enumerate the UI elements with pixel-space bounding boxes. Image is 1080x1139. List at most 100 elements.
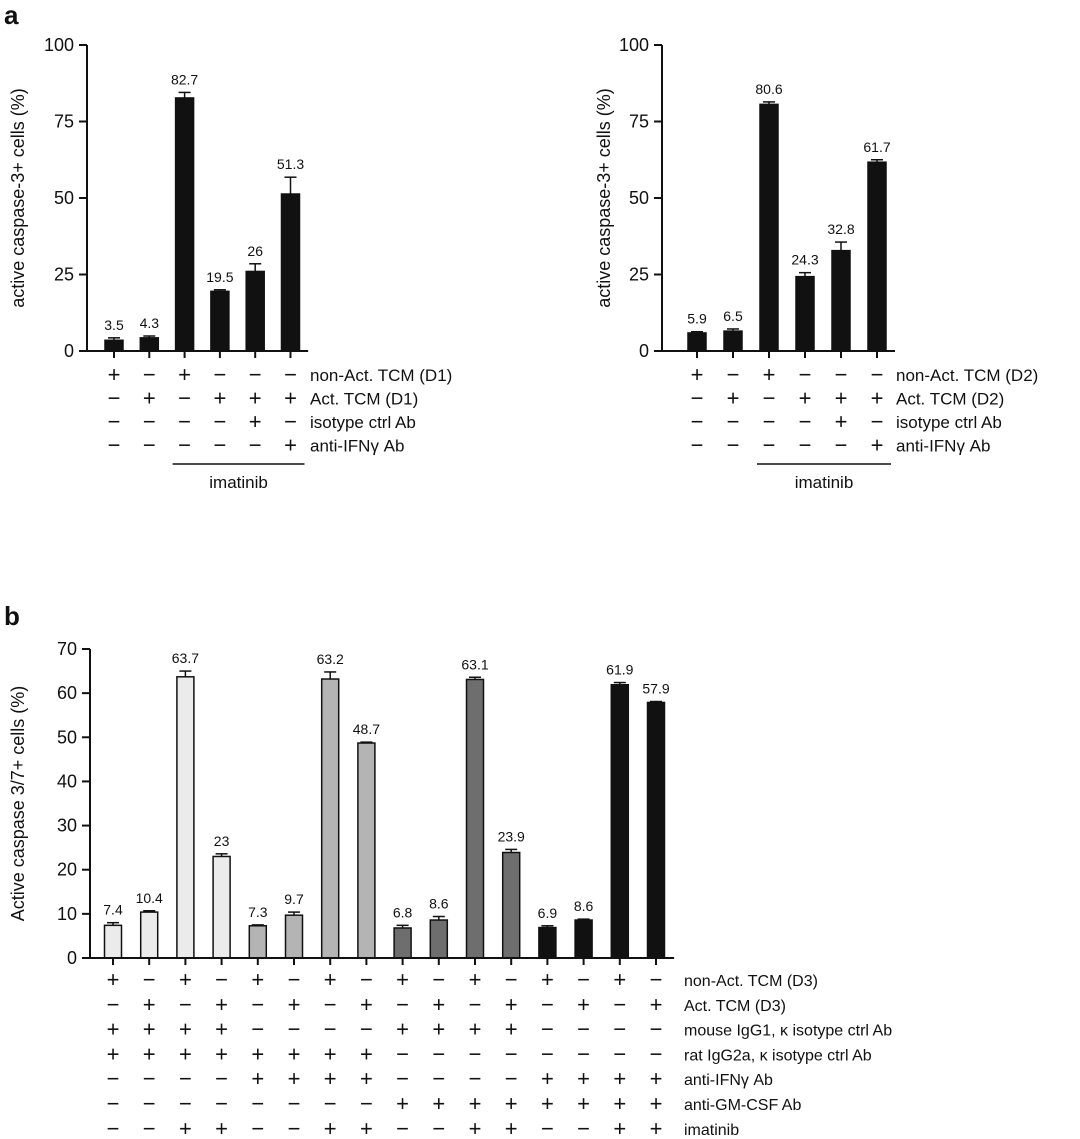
condition-sign: + [613, 967, 626, 992]
condition-sign: − [396, 1066, 409, 1091]
condition-sign: + [577, 1066, 590, 1091]
condition-sign: − [541, 1041, 554, 1066]
condition-sign: − [763, 433, 776, 458]
condition-sign: − [505, 1041, 518, 1066]
bar [723, 330, 743, 352]
y-tick-label: 60 [57, 683, 77, 703]
condition-sign: + [577, 992, 590, 1017]
condition-sign: + [396, 967, 409, 992]
condition-sign: − [727, 362, 740, 387]
bar [104, 339, 124, 352]
condition-sign: + [143, 1017, 156, 1042]
condition-sign: − [577, 1041, 590, 1066]
bar [103, 924, 123, 959]
condition-sign: − [143, 362, 156, 387]
bar-value-label: 3.5 [104, 317, 124, 333]
bar [174, 97, 195, 352]
bar-value-label: 32.8 [827, 221, 854, 237]
chart-panel-0: a 0 25 50 75 100 active caspase-3+ cells (%) 3.… [4, 0, 452, 492]
condition-sign: − [178, 409, 191, 434]
condition-sign: − [650, 967, 663, 992]
y-axis-label: Active caspase 3/7+ cells (%) [8, 686, 28, 922]
condition-sign: − [107, 1091, 120, 1116]
bar-value-label: 23 [214, 833, 230, 849]
condition-label: Act. TCM (D1) [310, 390, 418, 409]
y-tick-label: 75 [629, 112, 649, 132]
condition-label: anti-IFNγ Ab [310, 437, 404, 456]
condition-sign: + [505, 1017, 518, 1042]
y-axis-label: active caspase-3+ cells (%) [8, 88, 28, 308]
bar-value-label: 26 [247, 243, 263, 259]
condition-sign: + [143, 386, 156, 411]
condition-label: anti-GM-CSF Ab [684, 1097, 801, 1114]
condition-sign: − [396, 1116, 409, 1139]
condition-sign: − [613, 992, 626, 1017]
y-tick-label: 30 [57, 816, 77, 836]
condition-sign: − [469, 1041, 482, 1066]
condition-label: Act. TCM (D2) [896, 390, 1004, 409]
condition-sign: − [179, 1091, 192, 1116]
y-tick-label: 0 [67, 948, 77, 968]
condition-sign: + [613, 1116, 626, 1139]
bar-value-label: 80.6 [755, 81, 782, 97]
condition-sign: + [215, 1017, 228, 1042]
condition-sign: + [179, 1116, 192, 1139]
bar [465, 678, 485, 959]
panel-letter: a [4, 0, 19, 30]
condition-sign: − [650, 1041, 663, 1066]
condition-sign: − [577, 967, 590, 992]
y-tick-label: 100 [44, 35, 74, 55]
condition-sign: − [324, 1017, 337, 1042]
bar-value-label: 51.3 [277, 156, 304, 172]
condition-sign: − [215, 1066, 228, 1091]
condition-sign: − [505, 967, 518, 992]
condition-sign: − [432, 967, 445, 992]
y-tick-label: 20 [57, 860, 77, 880]
condition-sign: − [360, 967, 373, 992]
bar [248, 925, 268, 959]
condition-sign: + [284, 433, 297, 458]
bar [320, 678, 340, 959]
condition-sign: − [108, 433, 121, 458]
bar [357, 742, 376, 959]
condition-sign: − [396, 992, 409, 1017]
condition-sign: − [107, 1066, 120, 1091]
y-tick-label: 75 [54, 112, 74, 132]
condition-sign: − [763, 409, 776, 434]
condition-label: non-Act. TCM (D1) [310, 366, 452, 385]
bar [759, 103, 779, 352]
bar-value-label: 61.9 [606, 662, 633, 678]
condition-sign: − [577, 1017, 590, 1042]
bar-value-label: 6.8 [393, 904, 413, 920]
condition-sign: + [432, 1091, 445, 1116]
condition-sign: − [215, 1091, 228, 1116]
chart-panel-2: b 0 10 20 30 40 50 60 70 Active caspase 3/7+ cell… [4, 601, 892, 1139]
condition-sign: + [360, 1066, 373, 1091]
bar [574, 919, 593, 959]
bar-value-label: 6.9 [538, 905, 558, 921]
condition-label: imatinib [684, 1122, 739, 1139]
bar [501, 851, 521, 959]
bar [867, 161, 887, 352]
condition-sign: + [432, 1017, 445, 1042]
condition-label: rat IgG2a, κ isotype ctrl Ab [684, 1047, 872, 1064]
condition-sign: + [249, 409, 262, 434]
condition-sign: − [213, 409, 226, 434]
condition-sign: − [691, 433, 704, 458]
condition-sign: − [541, 1017, 554, 1042]
condition-sign: + [143, 1041, 156, 1066]
panel-letter: b [4, 601, 20, 631]
condition-sign: − [360, 1091, 373, 1116]
condition-sign: + [108, 362, 121, 387]
condition-sign: + [213, 386, 226, 411]
condition-sign: + [505, 1116, 518, 1139]
condition-sign: − [251, 1091, 264, 1116]
condition-sign: + [469, 967, 482, 992]
y-tick-label: 70 [57, 639, 77, 659]
condition-sign: − [249, 433, 262, 458]
condition-sign: + [577, 1091, 590, 1116]
bar-value-label: 7.3 [248, 904, 268, 920]
bar-value-label: 8.6 [574, 898, 594, 914]
condition-sign: + [799, 386, 812, 411]
